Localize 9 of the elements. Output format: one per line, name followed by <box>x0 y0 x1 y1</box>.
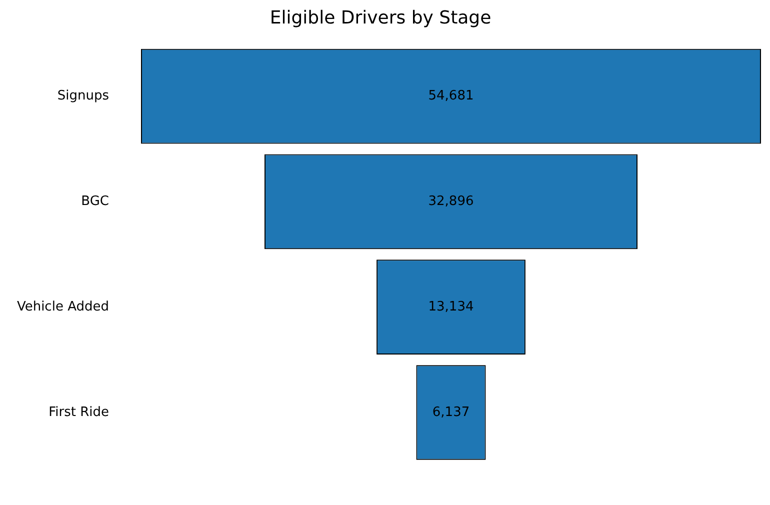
category-label: BGC <box>81 194 109 210</box>
data-label: 32,896 <box>428 194 474 210</box>
data-label: 54,681 <box>428 88 474 104</box>
data-label: 13,134 <box>428 299 474 314</box>
category-label: Vehicle Added <box>16 299 109 314</box>
text: Eligible Drivers by Stage <box>270 7 492 28</box>
category-label: Signups <box>57 88 110 104</box>
data-label: 6,137 <box>432 404 470 420</box>
category-label: First Ride <box>48 404 109 420</box>
